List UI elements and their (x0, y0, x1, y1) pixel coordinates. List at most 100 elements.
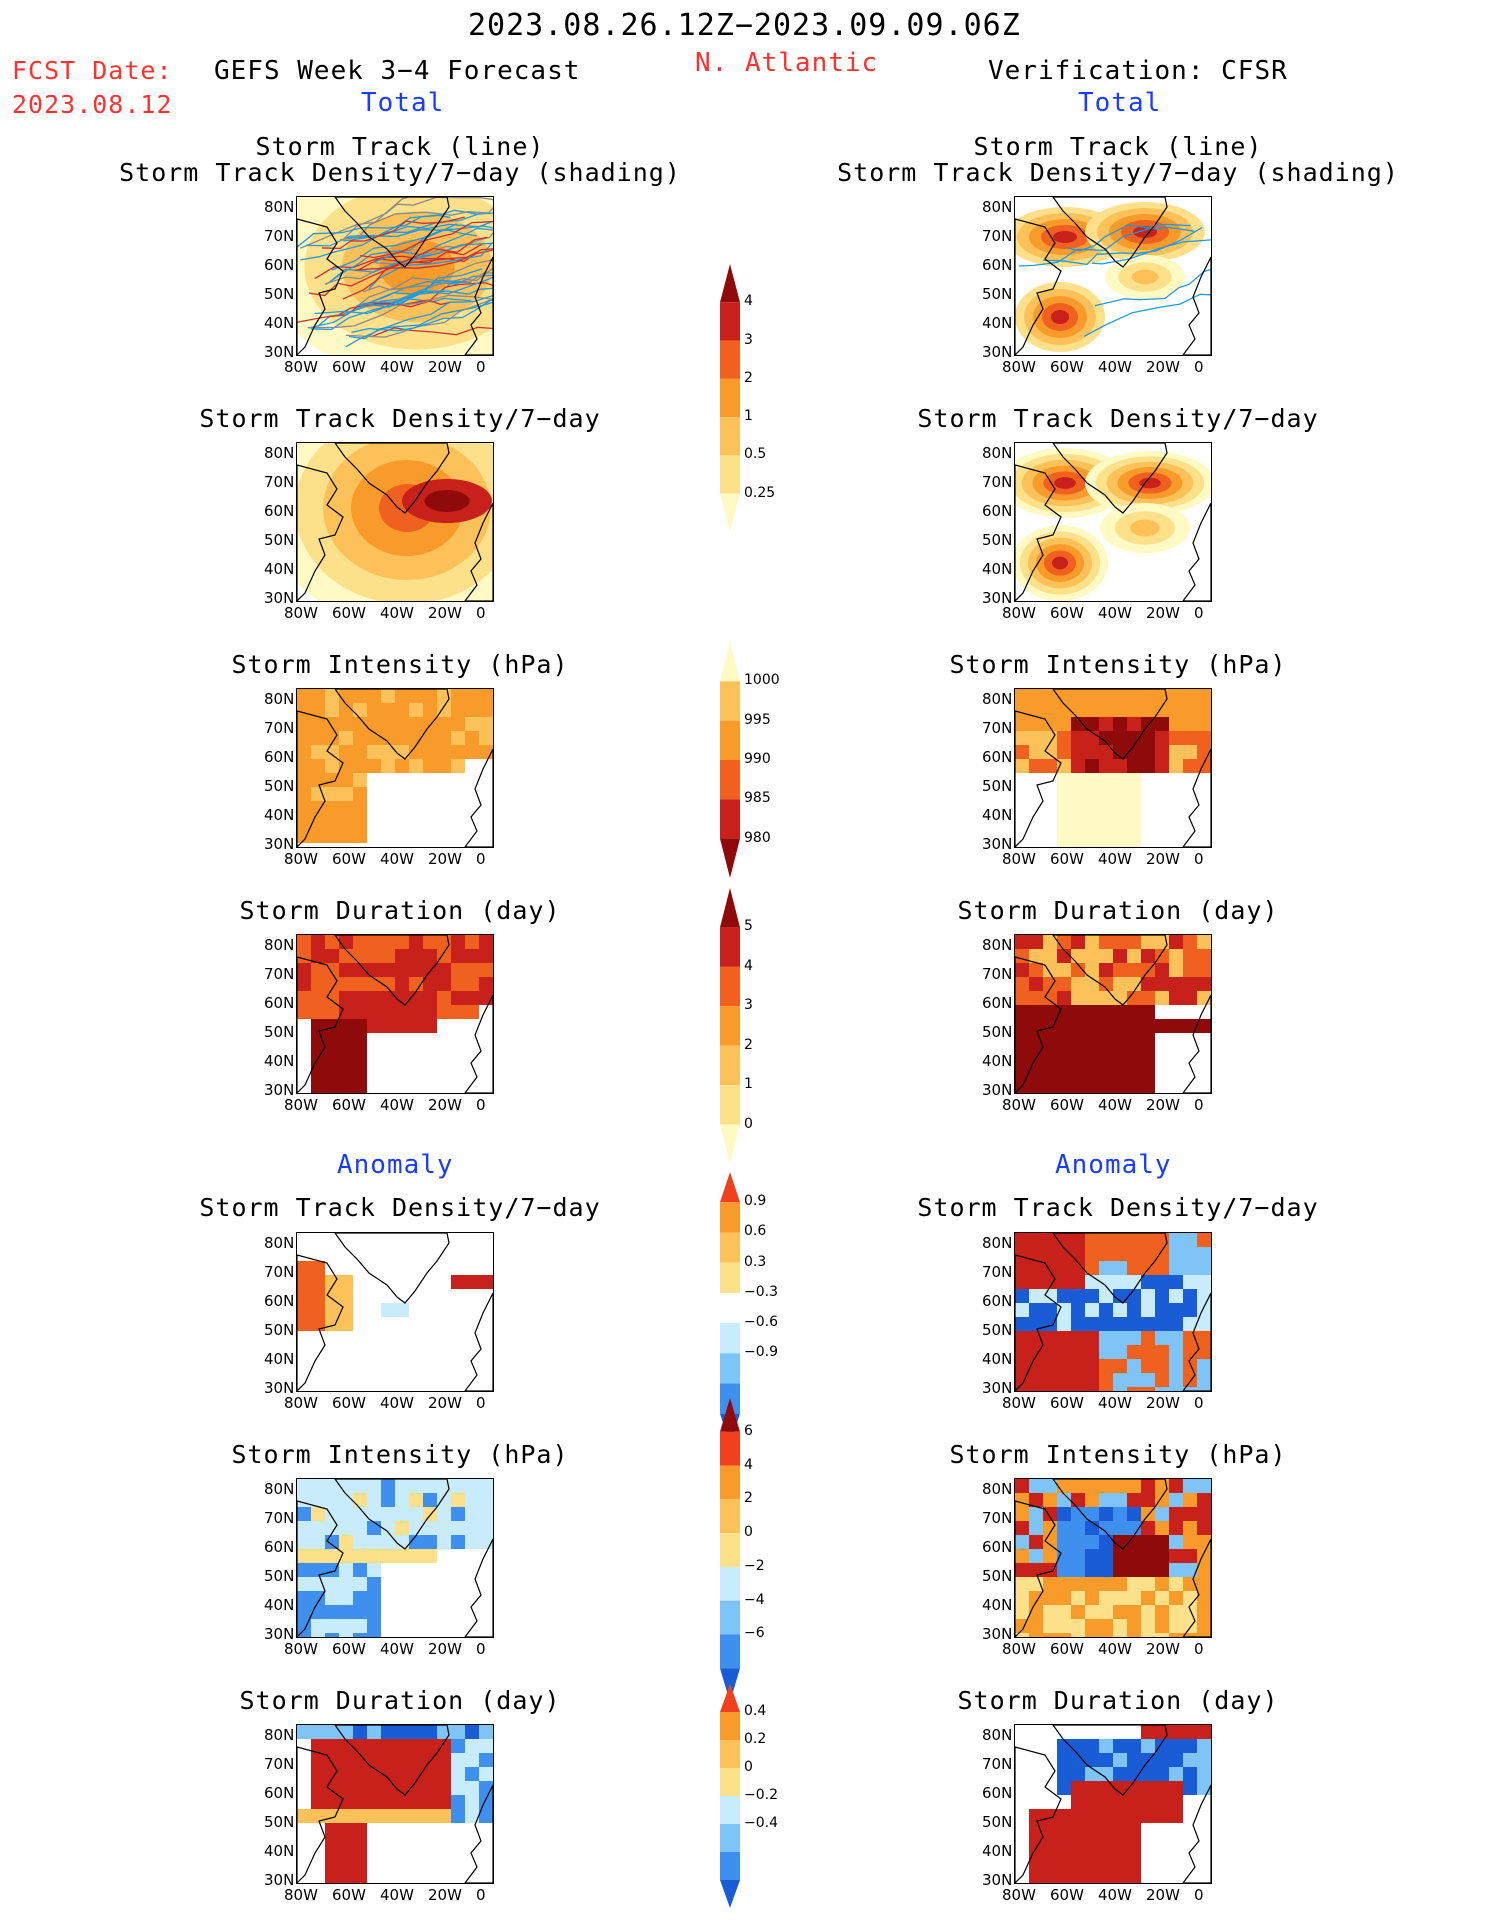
grid-cell (423, 1767, 437, 1781)
grid-cell (1043, 731, 1057, 745)
europe-coast (464, 256, 493, 355)
lat-tick-30N: 30N (264, 343, 295, 361)
grid-cell (451, 1781, 465, 1795)
lat-tick-70N: 70N (982, 473, 1013, 491)
grid-cell (1183, 1725, 1197, 1739)
grid-cell (381, 1535, 395, 1549)
storm-track-line (1018, 223, 1191, 267)
europe-coast (464, 502, 493, 601)
grid-cell (297, 1563, 311, 1577)
grid-cell (1071, 1521, 1085, 1535)
grid-cell (381, 1507, 395, 1521)
colorbar-swatch (720, 966, 740, 1007)
grid-cell (1113, 1795, 1127, 1809)
lat-tick-50N: 50N (264, 777, 295, 795)
left-anom-intensity-field (297, 1479, 493, 1637)
europe-coast (1182, 748, 1211, 847)
grid-cell (325, 1809, 339, 1823)
grid-cell (1099, 1075, 1113, 1089)
grid-cell (1155, 1591, 1169, 1605)
grid-cell (1197, 1493, 1211, 1507)
colorbar-label: 4 (744, 1456, 753, 1473)
total-right-label: Total (1078, 88, 1162, 118)
grid-cell (1085, 1387, 1099, 1391)
colorbar-label: −6 (744, 1625, 765, 1642)
grid-cell (1015, 1047, 1029, 1061)
lat-tick-70N: 70N (982, 965, 1013, 983)
colorbar-swatch (720, 1232, 740, 1263)
grid-cell (1183, 1605, 1197, 1619)
grid-cell (437, 963, 451, 977)
grid-cell (297, 1535, 311, 1549)
lon-tick-40W: 40W (1098, 1394, 1132, 1412)
grid-cell (1127, 1767, 1141, 1781)
grid-cell (353, 1591, 367, 1605)
grid-cell (353, 1837, 367, 1851)
grid-cell (1085, 1061, 1099, 1075)
grid-cell (339, 773, 353, 787)
grid-cell (1057, 1019, 1071, 1033)
grid-cell (1127, 759, 1141, 773)
storm-track-line (360, 220, 493, 259)
grid-cell (1071, 731, 1085, 745)
right-intensity-title: Storm Intensity (hPa) (949, 650, 1287, 679)
right-duration-title: Storm Duration (day) (957, 896, 1279, 925)
grid-cell (409, 1767, 423, 1781)
grid-cell (1197, 1577, 1211, 1591)
grid-cell (1113, 1493, 1127, 1507)
grid-cell (367, 731, 381, 745)
grid-cell (1071, 1275, 1085, 1289)
grid-cell (1057, 1851, 1071, 1865)
grid-cell (1183, 1359, 1197, 1373)
lon-tick-80W: 80W (1002, 1886, 1036, 1904)
lon-tick-60W: 60W (1050, 1640, 1084, 1658)
lat-tick-60N: 60N (982, 994, 1013, 1012)
grid-cell (1043, 745, 1057, 759)
grid-cell (1099, 963, 1113, 977)
grid-cell (1057, 1563, 1071, 1577)
north-america-coast (297, 1746, 344, 1883)
grid-cell (353, 1619, 367, 1633)
lon-tick-60W: 60W (332, 358, 366, 376)
lon-tick-80W: 80W (1002, 1640, 1036, 1658)
grid-cell (381, 1795, 395, 1809)
colorbar-swatch (720, 799, 740, 839)
grid-cell (1029, 991, 1043, 1005)
grid-cell (423, 1781, 437, 1795)
grid-cell (1071, 1345, 1085, 1359)
lat-tick-40N: 40N (982, 314, 1013, 332)
grid-cell (1029, 1809, 1043, 1823)
grid-cell (311, 1317, 325, 1331)
grid-cell (325, 1767, 339, 1781)
colorbar-label: 0 (744, 1524, 753, 1541)
grid-cell (381, 949, 395, 963)
lon-tick-0: 0 (1194, 850, 1204, 868)
grid-cell (1169, 1549, 1183, 1563)
grid-cell (1113, 1303, 1127, 1317)
lon-tick-20W: 20W (428, 1640, 462, 1658)
lat-tick-70N: 70N (264, 965, 295, 983)
grid-cell (1099, 1317, 1113, 1331)
grid-cell (297, 1289, 311, 1303)
grid-cell (367, 963, 381, 977)
grid-cell (311, 1005, 325, 1019)
grid-cell (1057, 1809, 1071, 1823)
grid-cell (395, 745, 409, 759)
grid-cell (423, 1005, 437, 1019)
density-contour (1051, 310, 1069, 324)
grid-cell (1015, 1345, 1029, 1359)
grid-cell (423, 731, 437, 745)
grid-cell (409, 1795, 423, 1809)
lat-tick-70N: 70N (982, 719, 1013, 737)
lat-tick-60N: 60N (264, 1538, 295, 1556)
grid-cell (1141, 1303, 1155, 1317)
grid-cell (1029, 1591, 1043, 1605)
grid-cell (325, 1739, 339, 1753)
grid-cell (1113, 1549, 1127, 1563)
lat-tick-30N: 30N (982, 1379, 1013, 1397)
europe-coast (1182, 994, 1211, 1093)
grid-cell (1099, 1387, 1113, 1391)
lat-tick-60N: 60N (264, 1784, 295, 1802)
lon-tick-0: 0 (1194, 1394, 1204, 1412)
grid-cell (1029, 745, 1043, 759)
